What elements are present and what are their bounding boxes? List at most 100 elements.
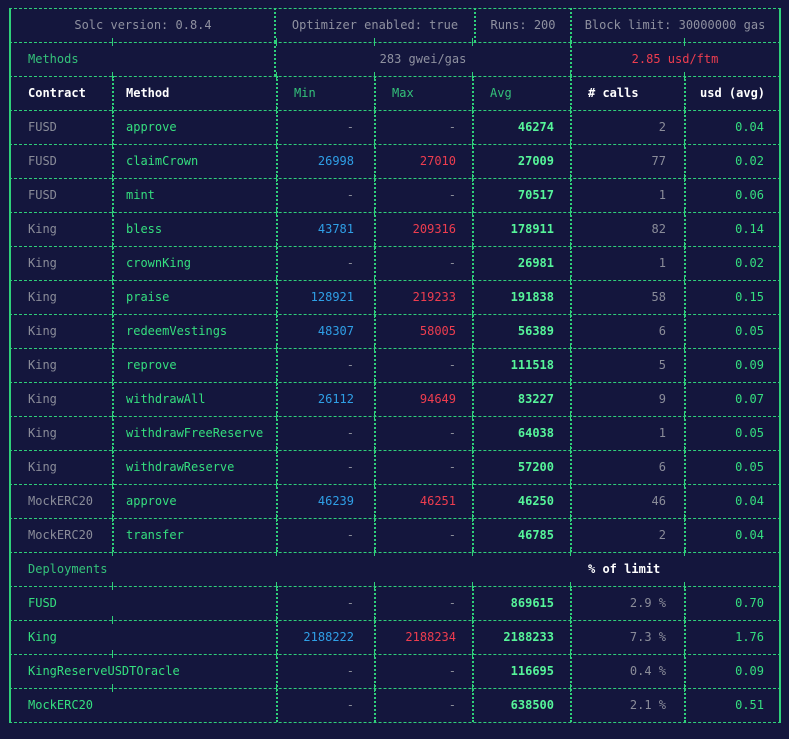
grid-tick bbox=[276, 242, 277, 250]
avg-gas: 191838 bbox=[510, 290, 554, 304]
grid-tick bbox=[684, 140, 685, 148]
usd-avg: 0.05 bbox=[735, 426, 764, 440]
max-gas: - bbox=[448, 528, 456, 542]
usd-avg: 0.06 bbox=[735, 188, 764, 202]
avg-gas: 64038 bbox=[517, 426, 554, 440]
grid-tick bbox=[684, 242, 685, 250]
column-header-row: Contract Method Min Max Avg # calls usd … bbox=[0, 76, 789, 110]
row-separator bbox=[9, 42, 781, 43]
grid-tick bbox=[472, 72, 473, 80]
grid-tick bbox=[570, 514, 571, 522]
deployment-name: FUSD bbox=[28, 596, 57, 610]
grid-tick bbox=[374, 140, 375, 148]
row-separator bbox=[9, 722, 781, 723]
row-separator bbox=[9, 518, 781, 519]
token-price: 2.85 usd/ftm bbox=[631, 52, 719, 66]
grid-tick bbox=[570, 106, 571, 114]
grid-tick bbox=[112, 140, 113, 148]
grid-tick bbox=[684, 446, 685, 454]
grid-tick bbox=[472, 208, 473, 216]
grid-tick bbox=[684, 684, 685, 692]
column-divider bbox=[276, 76, 278, 552]
grid-tick bbox=[112, 650, 113, 658]
grid-tick bbox=[570, 72, 571, 80]
grid-tick bbox=[472, 616, 473, 624]
row-separator bbox=[9, 76, 781, 77]
call-count: 2 bbox=[658, 120, 666, 134]
grid-tick bbox=[374, 378, 375, 386]
grid-tick bbox=[276, 174, 277, 182]
grid-tick bbox=[112, 242, 113, 250]
method-name: withdrawFreeReserve bbox=[126, 426, 264, 440]
row-separator bbox=[9, 450, 781, 451]
grid-tick bbox=[276, 344, 277, 352]
deployment-name: King bbox=[28, 630, 57, 644]
max-gas: - bbox=[448, 426, 456, 440]
usd-avg: 0.15 bbox=[735, 290, 764, 304]
min-gas: - bbox=[346, 120, 354, 134]
usd-avg: 0.05 bbox=[735, 460, 764, 474]
grid-tick bbox=[570, 480, 571, 488]
grid-tick bbox=[374, 480, 375, 488]
row-separator bbox=[9, 246, 781, 247]
row-separator bbox=[9, 484, 781, 485]
method-row: King redeemVestings 48307 58005 56389 6 0.05 bbox=[0, 314, 789, 348]
deployments-bar: Deployments % of limit bbox=[0, 552, 789, 586]
grid-tick bbox=[570, 140, 571, 148]
deploy-max-gas: - bbox=[448, 596, 456, 610]
grid-tick bbox=[374, 514, 375, 522]
row-separator bbox=[9, 314, 781, 315]
deployment-row: FUSD - - 869615 2.9 % 0.70 bbox=[0, 586, 789, 620]
percent-of-limit-label: % of limit bbox=[588, 562, 661, 576]
max-gas: 209316 bbox=[412, 222, 456, 236]
report-header: Solc version: 0.8.4 Optimizer enabled: t… bbox=[0, 8, 789, 42]
grid-tick bbox=[570, 208, 571, 216]
grid-tick bbox=[570, 242, 571, 250]
method-name: redeemVestings bbox=[126, 324, 228, 338]
call-count: 1 bbox=[658, 188, 666, 202]
deploy-usd-avg: 0.09 bbox=[735, 664, 764, 678]
max-gas: 27010 bbox=[419, 154, 456, 168]
grid-tick bbox=[276, 684, 277, 692]
grid-tick bbox=[570, 446, 571, 454]
deploy-avg-gas: 638500 bbox=[510, 698, 554, 712]
grid-tick bbox=[472, 480, 473, 488]
grid-tick bbox=[374, 38, 375, 46]
percent-of-limit: 0.4 % bbox=[629, 664, 666, 678]
usd-avg: 0.14 bbox=[735, 222, 764, 236]
grid-tick bbox=[276, 446, 277, 454]
grid-tick bbox=[684, 38, 685, 46]
deploy-max-gas: - bbox=[448, 698, 456, 712]
min-gas: - bbox=[346, 528, 354, 542]
grid-tick bbox=[472, 106, 473, 114]
grid-tick bbox=[472, 242, 473, 250]
row-separator bbox=[9, 348, 781, 349]
contract-name: King bbox=[28, 324, 57, 338]
method-name: approve bbox=[126, 120, 177, 134]
deploy-max-gas: 2188234 bbox=[405, 630, 456, 644]
gas-price: 283 gwei/gas bbox=[379, 52, 467, 66]
min-gas: - bbox=[346, 256, 354, 270]
grid-tick bbox=[684, 276, 685, 284]
deploy-min-gas: 2188222 bbox=[303, 630, 354, 644]
grid-tick bbox=[374, 616, 375, 624]
row-separator bbox=[9, 620, 781, 621]
usd-avg: 0.07 bbox=[735, 392, 764, 406]
grid-tick bbox=[374, 344, 375, 352]
column-divider bbox=[570, 8, 572, 42]
method-row: King withdrawFreeReserve - - 64038 1 0.05 bbox=[0, 416, 789, 450]
method-name: claimCrown bbox=[126, 154, 199, 168]
row-separator bbox=[9, 212, 781, 213]
deployments-label: Deployments bbox=[28, 562, 108, 576]
grid-tick bbox=[684, 344, 685, 352]
call-count: 77 bbox=[651, 154, 666, 168]
grid-tick bbox=[684, 174, 685, 182]
grid-tick bbox=[472, 174, 473, 182]
block-limit: Block limit: 30000000 gas bbox=[584, 18, 766, 32]
grid-tick bbox=[570, 548, 571, 556]
row-separator bbox=[9, 416, 781, 417]
column-divider bbox=[374, 76, 376, 552]
grid-tick bbox=[276, 38, 277, 46]
column-divider bbox=[570, 42, 572, 76]
column-usd: usd (avg) bbox=[700, 86, 766, 100]
